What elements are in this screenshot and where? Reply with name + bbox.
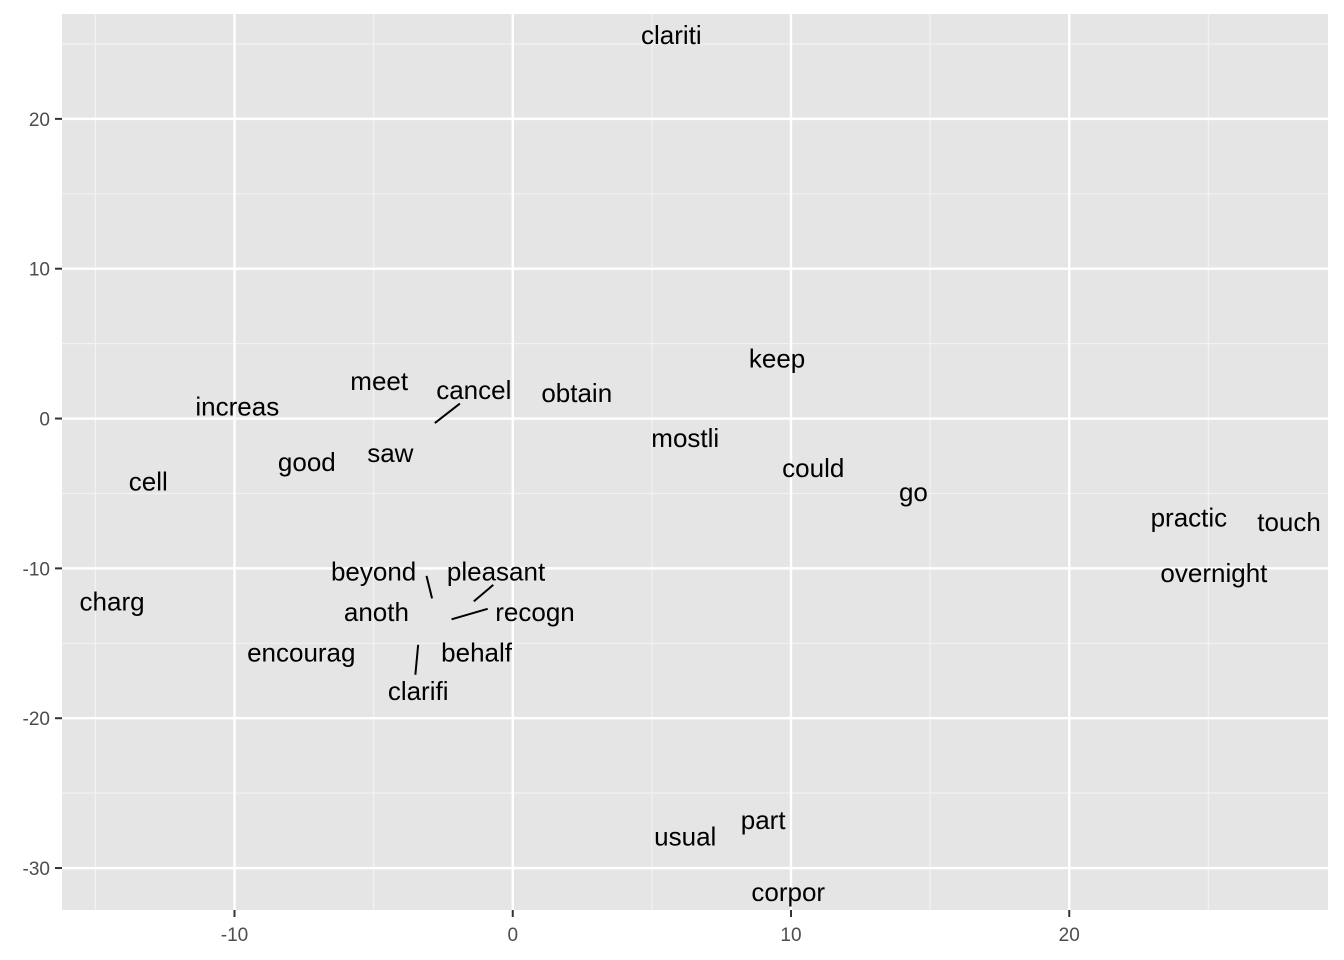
word-label-keep: keep	[749, 344, 805, 374]
x-tick-label: 10	[780, 925, 801, 946]
y-tick-label: -30	[23, 859, 50, 880]
axis-ticks	[55, 117, 1071, 917]
leader-line-pleasant	[473, 584, 494, 603]
word-label-corpor: corpor	[751, 877, 825, 907]
word-label-usual: usual	[654, 822, 716, 852]
word-label-increas: increas	[195, 392, 279, 422]
word-label-obtain: obtain	[541, 378, 612, 408]
leader-line-clarifi	[414, 644, 420, 675]
word-label-practic: practic	[1151, 502, 1228, 532]
leader-line-cancel	[434, 402, 461, 424]
x-tick-label: 0	[507, 925, 518, 946]
word-label-mostli: mostli	[651, 423, 719, 453]
y-tick-label: 20	[29, 110, 50, 131]
word-label-encourag: encourag	[247, 637, 355, 667]
leader-lines	[414, 402, 494, 675]
minor-gridlines	[62, 14, 1328, 910]
major-gridlines	[62, 14, 1328, 910]
y-tick-label: 10	[29, 260, 50, 281]
word-label-could: could	[782, 453, 844, 483]
word-labels: clariti keep meet cancel obtain increas mostli…	[80, 20, 1321, 907]
word-label-anoth: anoth	[344, 597, 409, 627]
word-label-touch: touch	[1257, 507, 1321, 537]
word-label-clariti: clariti	[641, 20, 702, 50]
x-tick-label: -10	[221, 925, 248, 946]
plot-panel	[62, 14, 1328, 910]
y-tick-label: -10	[23, 559, 50, 580]
word-label-behalf: behalf	[441, 637, 513, 667]
word-label-recogn: recogn	[495, 597, 575, 627]
word-label-clarifi: clarifi	[388, 676, 449, 706]
word-label-saw: saw	[367, 438, 413, 468]
word-label-cell: cell	[129, 466, 168, 496]
word-label-cancel: cancel	[436, 375, 511, 405]
tick-labels: -10 0 10 20 -30 -20 -10 0 10 20	[23, 110, 1080, 946]
word-label-overnight: overnight	[1160, 558, 1268, 588]
word-label-meet: meet	[350, 366, 409, 396]
word-label-good: good	[278, 447, 336, 477]
word-label-go: go	[899, 477, 928, 507]
leader-line-beyond	[425, 575, 434, 599]
word-label-beyond: beyond	[331, 556, 416, 586]
y-tick-label: -20	[23, 709, 50, 730]
word-label-charg: charg	[80, 586, 145, 616]
y-tick-label: 0	[39, 410, 50, 431]
word-label-pleasant: pleasant	[447, 556, 546, 586]
leader-line-recogn	[451, 607, 488, 621]
x-tick-label: 20	[1059, 925, 1080, 946]
word-label-part: part	[741, 805, 787, 835]
